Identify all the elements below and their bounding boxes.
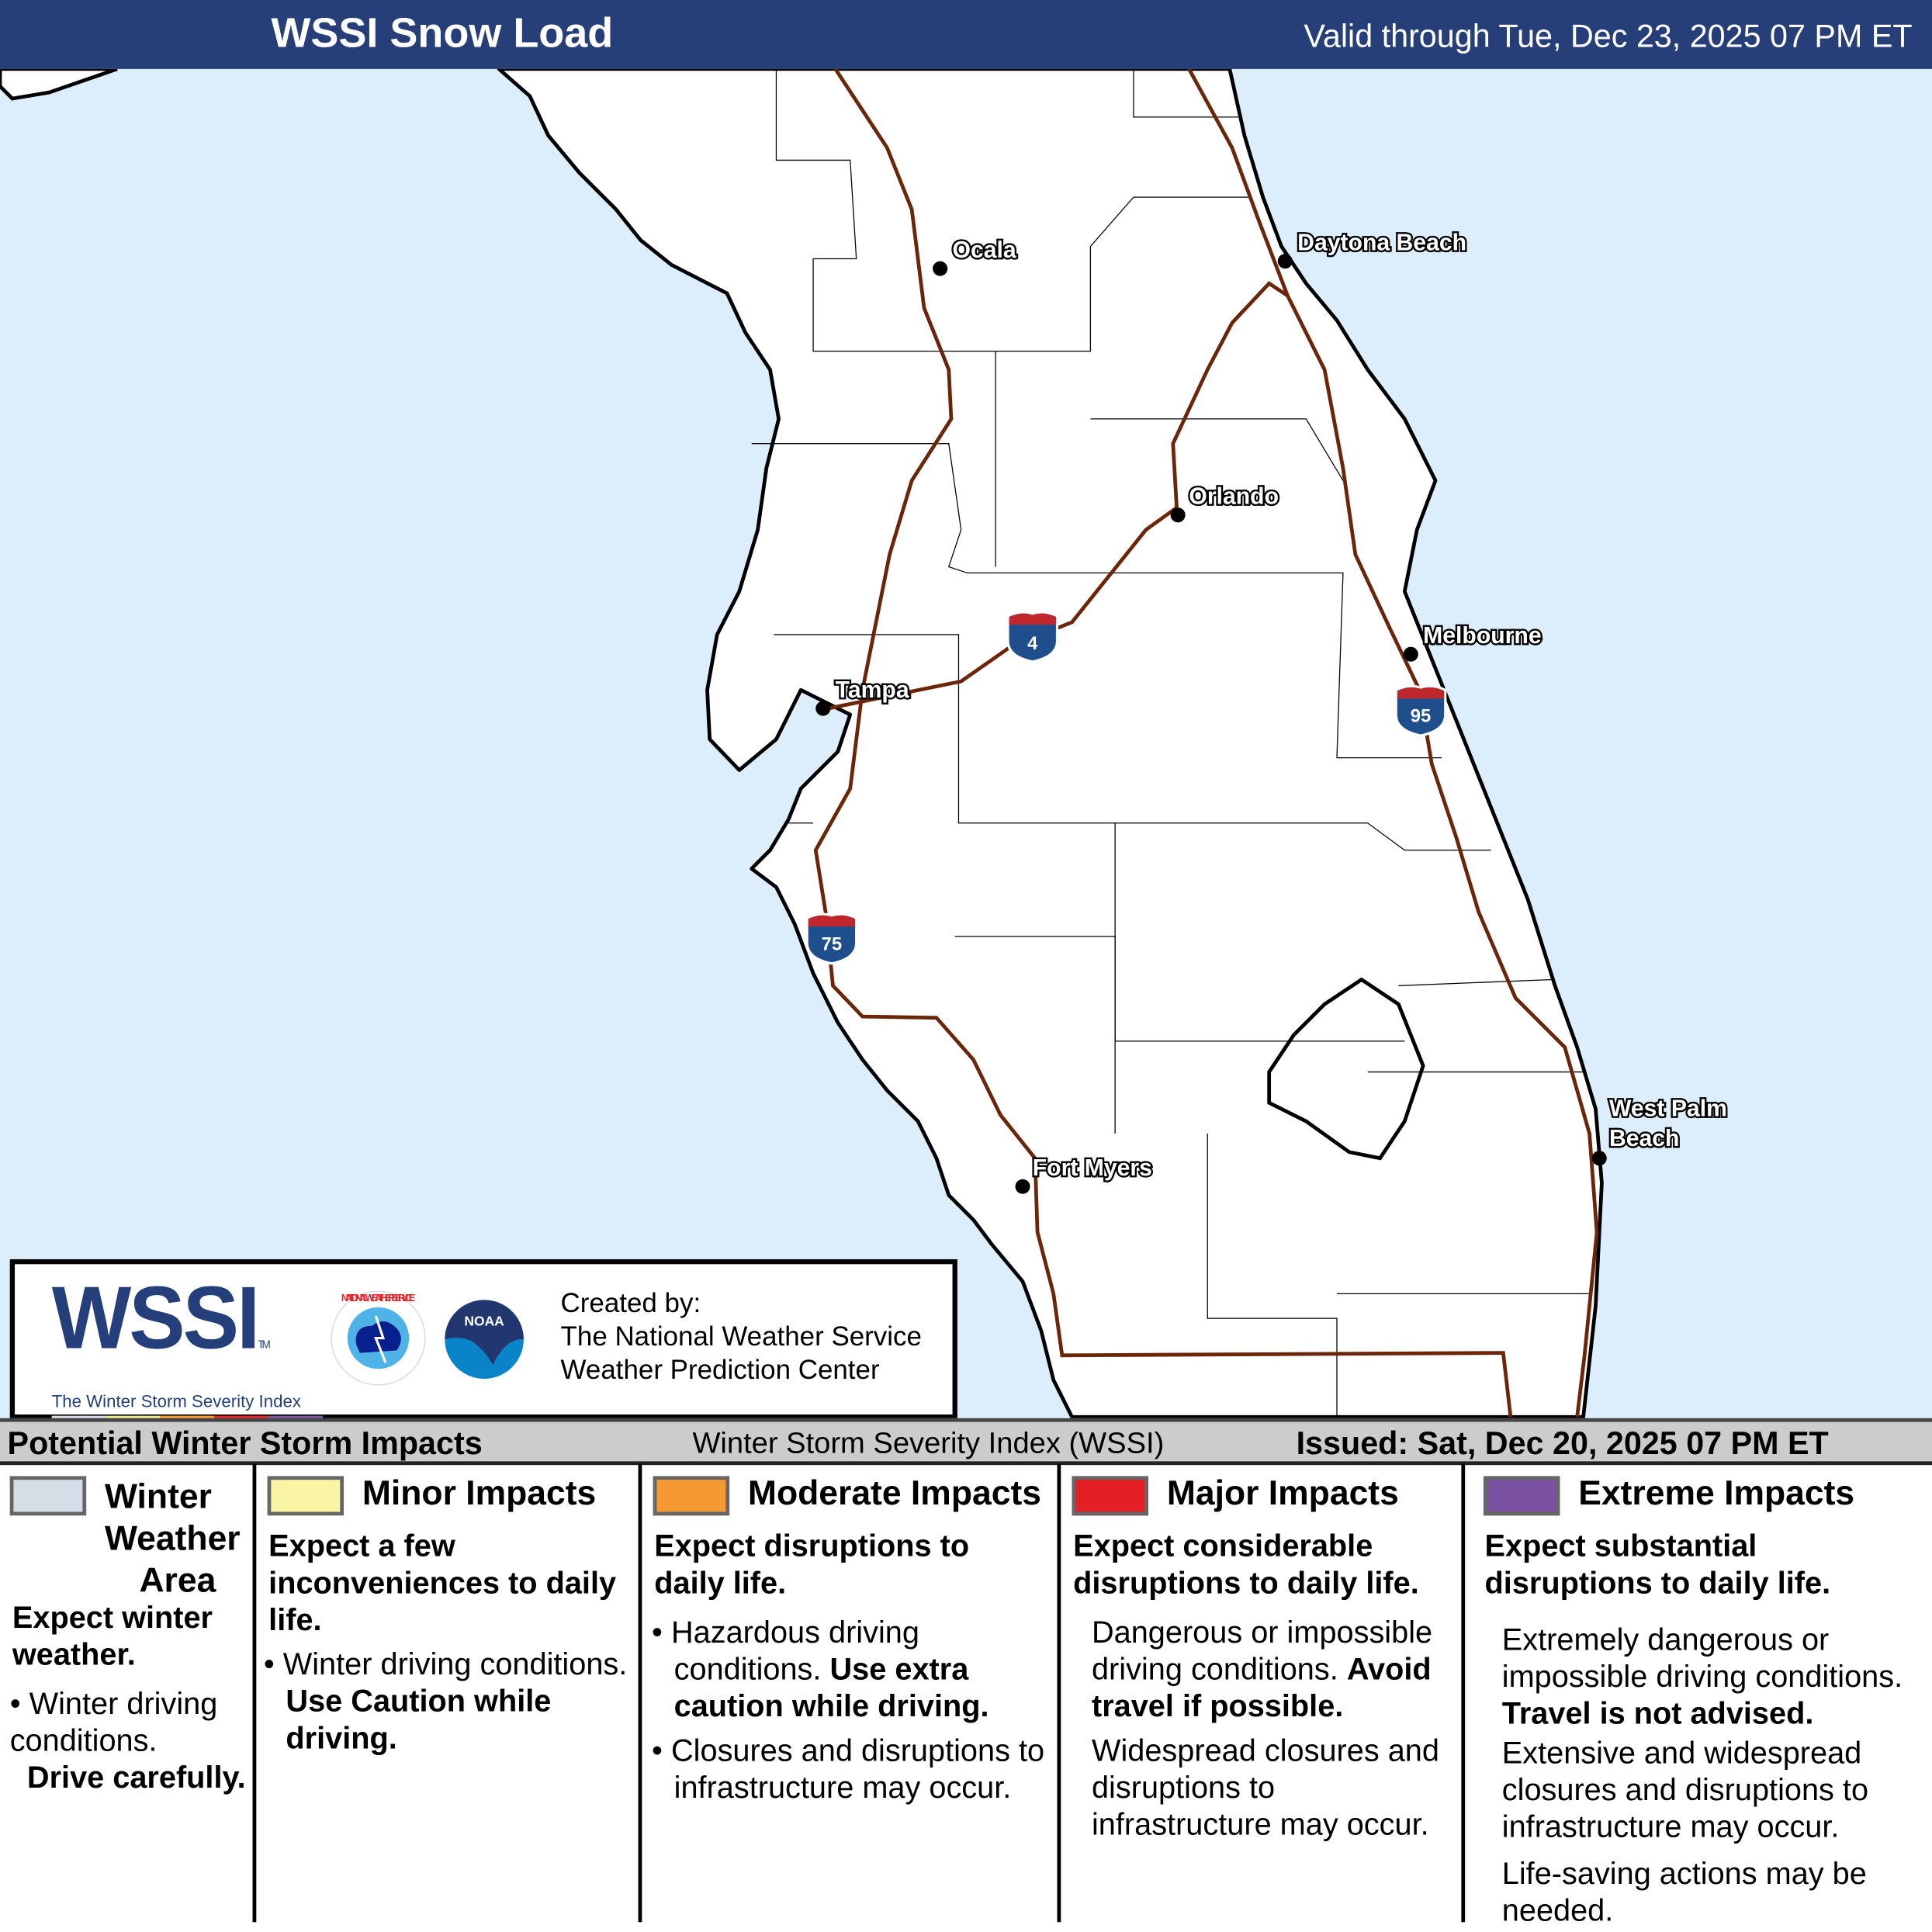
issued-time: Issued: Sat, Dec 20, 2025 07 PM ET xyxy=(1296,1424,1829,1462)
legend-extreme-impacts: Extreme Impacts Expect substantial disru… xyxy=(1465,1464,1932,1928)
credits-box: WSSITM The Winter Storm Severity Index N… xyxy=(9,1259,957,1433)
svg-text:NATIONAL WEATHER SERVICE: NATIONAL WEATHER SERVICE xyxy=(341,1293,415,1304)
svg-text:75: 75 xyxy=(822,933,842,954)
legend-text: Extensive and widespread closures and di… xyxy=(1501,1736,1869,1845)
legend-bullet: • Winter driving conditions. Drive carefu… xyxy=(9,1686,246,1795)
city-ocala: Ocala xyxy=(953,237,1016,263)
city-west-palm-beach: Beach xyxy=(1609,1126,1680,1151)
city-fort-myers: Fort Myers xyxy=(1033,1155,1152,1181)
legend-heading: Extreme Impacts xyxy=(1578,1473,1855,1512)
legend-minor-impacts: Minor Impacts Expect a few inconvenience… xyxy=(256,1463,642,1923)
org-wpc: Weather Prediction Center xyxy=(560,1354,880,1385)
legend-heading: Winter Weather Area xyxy=(104,1477,241,1600)
svg-text:4: 4 xyxy=(1027,633,1038,654)
legend-index-name: Winter Storm Severity Index (WSSI) xyxy=(692,1426,1165,1460)
legend-text: Life-saving actions may be needed. xyxy=(1501,1857,1867,1929)
city-orlando: Orlando xyxy=(1189,483,1279,509)
shield-i4: 4 xyxy=(1006,611,1059,663)
valid-through: Valid through Tue, Dec 23, 2025 07 PM ET xyxy=(1304,17,1913,54)
legend-bullet: • Closures and disruptions to infrastruc… xyxy=(652,1733,1045,1806)
created-by-label: Created by: xyxy=(560,1287,701,1319)
county-lines xyxy=(751,68,1590,1418)
city-daytona-beach: Daytona Beach xyxy=(1297,230,1466,255)
legend-heading: Major Impacts xyxy=(1166,1473,1399,1512)
lake-okeechobee xyxy=(1267,977,1425,1161)
map-title: WSSI Snow Load xyxy=(271,9,614,57)
legend-major-impacts: Major Impacts Expect considerable disrup… xyxy=(1061,1463,1466,1923)
florida-map: Ocala Daytona Beach Orlando Melbourne Ta… xyxy=(0,68,1932,1420)
trademark: TM xyxy=(258,1338,271,1351)
legend-winter-weather-area: Winter Weather Area Expect winter weather.… xyxy=(0,1463,257,1923)
legend-text: Widespread closures and disruptions to i… xyxy=(1091,1733,1439,1843)
city-markers: Ocala Daytona Beach Orlando Melbourne Ta… xyxy=(815,228,1729,1194)
header: WSSI Snow Load Valid through Tue, Dec 23… xyxy=(0,0,1932,69)
legend-bullet: • Hazardous driving conditions. Use extr… xyxy=(652,1615,989,1724)
legend-heading: Minor Impacts xyxy=(362,1473,597,1512)
legend-text: Dangerous or impossible driving conditio… xyxy=(1091,1615,1433,1724)
legend-heading: Moderate Impacts xyxy=(747,1473,1041,1512)
legend-text: Extremely dangerous or impossible drivin… xyxy=(1501,1622,1903,1732)
shield-i75: 75 xyxy=(805,912,858,965)
city-melbourne: Melbourne xyxy=(1423,623,1541,649)
svg-text:95: 95 xyxy=(1411,706,1432,727)
legend-summary: Expect substantial disruptions to daily … xyxy=(1484,1529,1831,1601)
nws-logo-icon: NATIONAL WEATHER SERVICE xyxy=(331,1290,426,1386)
legend-title: Potential Winter Storm Impacts xyxy=(7,1424,483,1462)
shield-i95: 95 xyxy=(1394,684,1447,737)
legend-summary: Expect winter weather. xyxy=(12,1600,213,1672)
legend-bullet: • Winter driving conditions. Use Caution… xyxy=(263,1647,628,1756)
i75-route xyxy=(813,68,1513,1418)
swatch-winter-weather xyxy=(9,1476,87,1516)
legend-summary: Expect a few inconveniences to daily lif… xyxy=(268,1529,617,1638)
wssi-logo-text: WSSI xyxy=(51,1269,261,1368)
created-by: Created by: The National Weather Service… xyxy=(561,1286,922,1387)
legend-title-bar: Potential Winter Storm Impacts Winter St… xyxy=(0,1418,1932,1466)
legend-summary: Expect considerable disruptions to daily… xyxy=(1073,1529,1419,1601)
city-tampa: Tampa xyxy=(836,677,909,703)
i4-route xyxy=(827,281,1289,711)
svg-text:NOAA: NOAA xyxy=(464,1314,504,1329)
wssi-logo: WSSITM The Winter Storm Severity Index xyxy=(51,1269,324,1433)
legend-moderate-impacts: Moderate Impacts Expect disruptions to d… xyxy=(642,1463,1061,1923)
swatch-extreme xyxy=(1483,1476,1560,1516)
wssi-subtitle: The Winter Storm Severity Index xyxy=(51,1390,301,1411)
impact-legend: Winter Weather Area Expect winter weather.… xyxy=(0,1463,1932,1932)
swatch-major xyxy=(1072,1476,1149,1516)
legend-summary: Expect disruptions to daily life. xyxy=(654,1529,970,1601)
city-west-palm: West Palm xyxy=(1609,1096,1727,1122)
panhandle-land xyxy=(0,68,118,101)
swatch-moderate xyxy=(653,1476,730,1516)
swatch-minor xyxy=(267,1476,345,1516)
noaa-logo-icon: NOAA xyxy=(435,1290,534,1389)
org-nws: The National Weather Service xyxy=(560,1321,922,1352)
